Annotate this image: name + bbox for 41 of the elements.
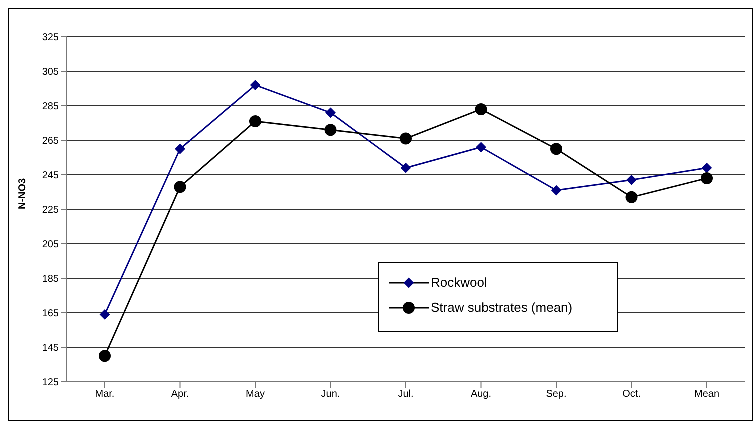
x-tick-label: Jul.: [398, 389, 414, 400]
legend-label: Straw substrates (mean): [431, 300, 573, 315]
x-tick-label: Oct.: [622, 389, 641, 400]
x-tick-label: Jun.: [321, 389, 340, 400]
y-tick-label: 245: [42, 170, 60, 182]
point: [476, 142, 486, 152]
x-tick-label: Sep.: [546, 389, 567, 400]
y-tick-label: 185: [42, 274, 60, 286]
x-tick-label: Aug.: [470, 389, 492, 400]
point: [401, 163, 411, 174]
y-tick-label: 325: [42, 32, 60, 44]
y-tick-label: 285: [42, 102, 60, 113]
point: [550, 143, 562, 156]
x-tick-label: Mar.: [95, 389, 115, 400]
legend-label: Rockwool: [431, 275, 488, 290]
point: [701, 172, 713, 184]
point: [552, 186, 562, 196]
y-tick-label: 305: [42, 67, 60, 78]
y-tick-label: 125: [42, 378, 60, 389]
point: [326, 108, 336, 118]
x-tick-label: Mean: [694, 389, 720, 400]
point: [475, 103, 488, 116]
x-tick-label: Apr.: [171, 389, 190, 400]
point: [702, 163, 712, 174]
y-tick-label: 225: [42, 205, 60, 216]
point: [250, 116, 262, 128]
point: [626, 175, 637, 186]
point: [400, 132, 412, 145]
point: [100, 310, 110, 320]
y-tick-label: 165: [42, 308, 60, 320]
point: [250, 80, 260, 90]
point: [626, 191, 638, 204]
y-tick-label: 145: [42, 343, 60, 354]
y-tick-label: 265: [42, 136, 60, 148]
y-tick-label: 205: [42, 240, 60, 251]
point: [175, 144, 186, 154]
y-axis-title: N-NO3: [18, 178, 29, 210]
point: [174, 181, 186, 194]
point: [324, 124, 337, 136]
x-tick-label: May: [246, 389, 265, 400]
point: [99, 350, 111, 362]
